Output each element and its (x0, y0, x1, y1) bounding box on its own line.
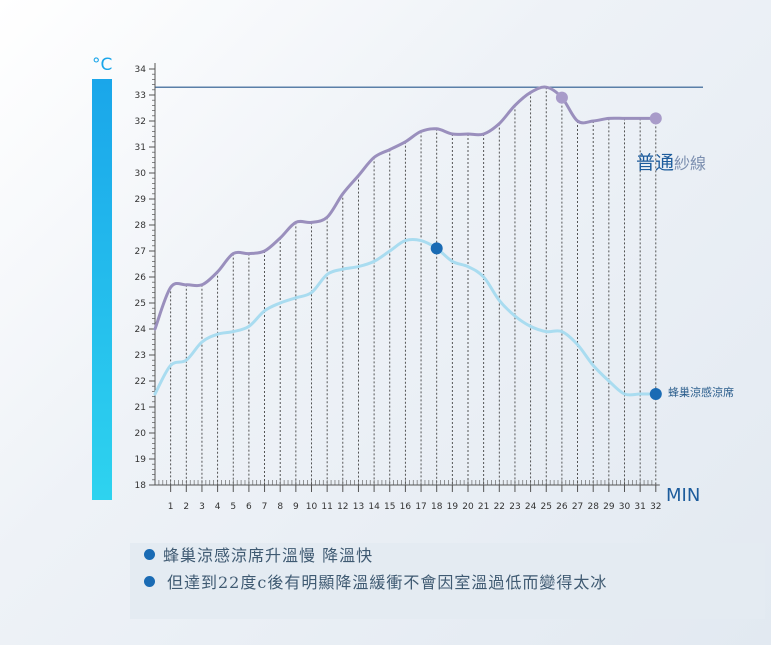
y-tick-label: 23 (135, 351, 146, 361)
x-tick-label: 20 (462, 502, 474, 512)
x-tick-label: 3 (199, 502, 205, 512)
x-tick-label: 19 (447, 502, 459, 512)
x-tick-label: 7 (262, 502, 268, 512)
y-tick-label: 20 (135, 429, 147, 439)
data-point-marker (555, 91, 568, 104)
x-tick-label: 31 (634, 502, 645, 512)
x-tick-label: 16 (400, 502, 412, 512)
note-row-2: 但達到22度c後有明顯降溫緩衝不會因室溫過低而變得太冰 (144, 570, 607, 592)
y-tick-label: 32 (135, 117, 146, 127)
x-tick-label: 1 (168, 502, 174, 512)
data-point-marker (649, 112, 662, 125)
data-point-marker (430, 242, 443, 255)
x-tick-label: 18 (431, 502, 443, 512)
x-tick-label: 13 (353, 502, 364, 512)
y-tick-label: 18 (135, 481, 147, 491)
series-line-normal-yarn (153, 85, 658, 331)
x-tick-label: 30 (619, 502, 631, 512)
bullet-dot (144, 548, 155, 560)
x-tick-label: 27 (572, 502, 583, 512)
series-label-normal-yarn: 普通紗線 (636, 152, 706, 174)
x-tick-label: 21 (478, 502, 489, 512)
y-tick-label: 27 (135, 247, 146, 257)
series-label-normal-a: 普通 (636, 152, 674, 174)
x-tick-label: 9 (293, 502, 299, 512)
series-label-cool-mat: 蜂巢涼感涼席 (668, 385, 734, 399)
x-tick-label: 12 (337, 502, 348, 512)
y-tick-label: 19 (135, 455, 147, 465)
series-line-cool-mat (153, 237, 658, 397)
x-tick-label: 29 (603, 502, 615, 512)
y-tick-label: 22 (135, 377, 146, 387)
notes-panel: 蜂巢涼感涼席升溫慢 降溫快 但達到22度c後有明顯降溫緩衝不會因室溫過低而變得太… (130, 543, 765, 619)
x-tick-label: 28 (587, 502, 599, 512)
x-tick-label: 17 (415, 502, 426, 512)
note-row-1: 蜂巢涼感涼席升溫慢 降溫快 (144, 543, 373, 565)
y-tick-label: 24 (135, 325, 147, 335)
x-unit-label: MIN (666, 485, 700, 506)
x-tick-label: 4 (215, 502, 221, 512)
note-text-2: 但達到22度c後有明顯降溫緩衝不會因室溫過低而變得太冰 (167, 573, 608, 592)
x-tick-label: 10 (306, 502, 318, 512)
y-tick-label: 31 (135, 143, 146, 153)
y-tick-label: 30 (135, 169, 147, 179)
y-tick-label: 33 (135, 91, 146, 101)
x-tick-label: 15 (384, 502, 395, 512)
y-tick-label: 25 (135, 299, 146, 309)
x-tick-label: 14 (368, 502, 380, 512)
note-text-1: 蜂巢涼感涼席升溫慢 降溫快 (163, 546, 374, 565)
y-tick-label: 21 (135, 403, 146, 413)
unit-label: °C (92, 55, 112, 75)
x-tick-label: 2 (183, 502, 189, 512)
data-point-marker (649, 388, 662, 400)
x-tick-label: 22 (494, 502, 505, 512)
y-tick-label: 28 (135, 221, 147, 231)
x-tick-label: 11 (321, 502, 332, 512)
series-label-normal-b: 紗線 (674, 154, 706, 173)
x-tick-label: 5 (230, 502, 236, 512)
x-tick-label: 24 (525, 502, 537, 512)
y-tick-label: 26 (135, 273, 147, 283)
x-tick-label: 23 (509, 502, 520, 512)
y-tick-label: 34 (135, 65, 147, 75)
y-tick-label: 29 (135, 195, 147, 205)
bullet-dot (144, 575, 155, 587)
x-tick-label: 6 (246, 502, 252, 512)
x-tick-label: 26 (556, 502, 568, 512)
x-tick-label: 25 (541, 502, 552, 512)
x-tick-label: 8 (277, 502, 283, 512)
x-tick-label: 32 (650, 502, 661, 512)
thermometer-bar (92, 79, 112, 500)
